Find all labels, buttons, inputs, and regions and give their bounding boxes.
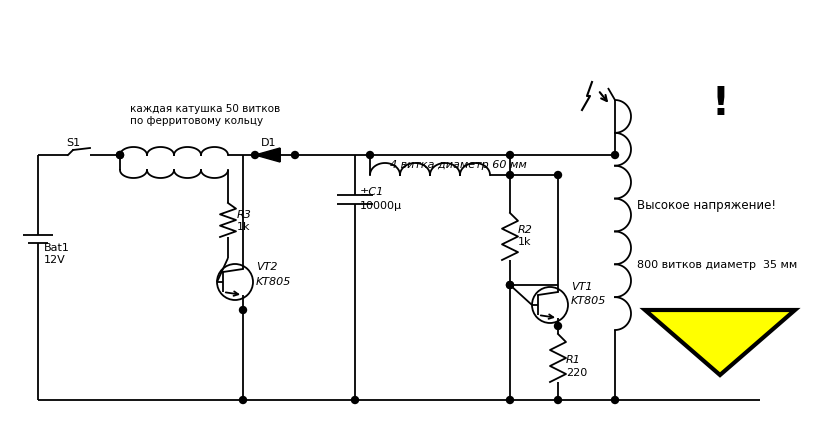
Text: каждая катушка 50 витков
по ферритовому кольцу: каждая катушка 50 витков по ферритовому … bbox=[130, 104, 280, 126]
Circle shape bbox=[252, 152, 258, 159]
Circle shape bbox=[507, 396, 514, 404]
Circle shape bbox=[555, 396, 561, 404]
Polygon shape bbox=[645, 310, 795, 375]
Circle shape bbox=[611, 396, 618, 404]
Circle shape bbox=[507, 281, 514, 288]
Text: 220: 220 bbox=[566, 368, 587, 378]
Text: KT805: KT805 bbox=[571, 296, 606, 306]
Text: ±C1: ±C1 bbox=[360, 187, 384, 197]
Circle shape bbox=[292, 152, 298, 159]
Circle shape bbox=[611, 152, 618, 159]
Circle shape bbox=[117, 152, 123, 159]
Text: Bat1: Bat1 bbox=[44, 243, 70, 253]
Circle shape bbox=[555, 323, 561, 330]
Circle shape bbox=[507, 152, 514, 159]
Circle shape bbox=[239, 307, 247, 314]
Text: R3: R3 bbox=[237, 210, 252, 220]
Circle shape bbox=[117, 152, 123, 159]
Text: VT2: VT2 bbox=[256, 262, 278, 272]
Text: KT805: KT805 bbox=[256, 277, 292, 287]
Text: 4 витка диаметр 60 мм: 4 витка диаметр 60 мм bbox=[390, 160, 527, 170]
Circle shape bbox=[351, 396, 359, 404]
Text: 10000µ: 10000µ bbox=[360, 201, 402, 211]
Circle shape bbox=[507, 281, 514, 288]
Text: 800 витков диаметр  35 мм: 800 витков диаметр 35 мм bbox=[637, 260, 797, 270]
Polygon shape bbox=[255, 148, 280, 162]
Text: 12V: 12V bbox=[44, 255, 65, 265]
Text: 1k: 1k bbox=[518, 237, 532, 247]
Circle shape bbox=[555, 171, 561, 179]
Text: Высокое напряжение!: Высокое напряжение! bbox=[637, 198, 776, 211]
Circle shape bbox=[507, 171, 514, 179]
Text: S1: S1 bbox=[66, 138, 80, 148]
Circle shape bbox=[367, 152, 373, 159]
Text: !: ! bbox=[711, 85, 729, 123]
Text: R2: R2 bbox=[518, 225, 533, 235]
Text: R1: R1 bbox=[566, 355, 581, 365]
Text: D1: D1 bbox=[261, 138, 276, 148]
Text: 1k: 1k bbox=[237, 222, 251, 232]
Text: VT1: VT1 bbox=[571, 282, 592, 292]
Circle shape bbox=[239, 396, 247, 404]
